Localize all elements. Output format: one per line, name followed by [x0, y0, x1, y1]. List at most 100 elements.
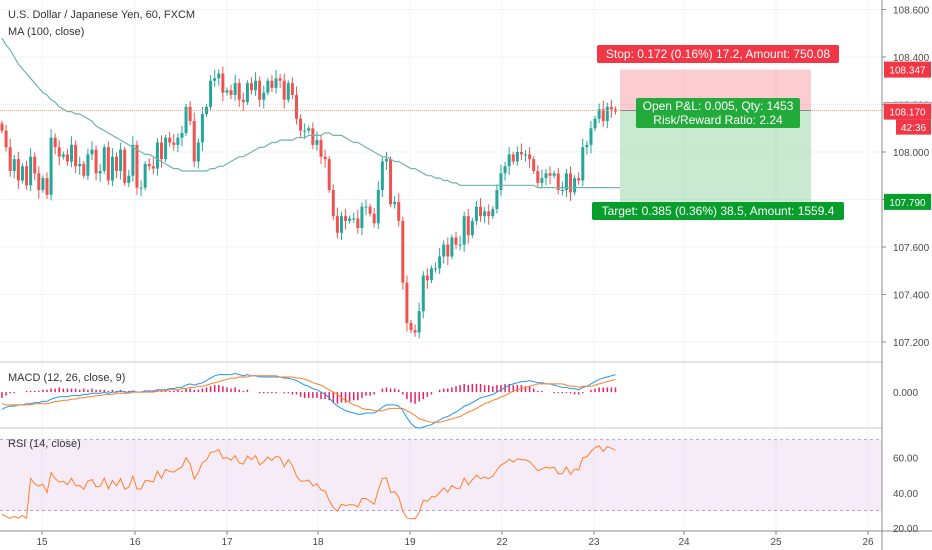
- countdown-text: 42:36: [901, 123, 926, 134]
- candle: [331, 184, 335, 221]
- candle-body: [405, 282, 409, 323]
- candle: [74, 140, 78, 174]
- price-tick-label: 108.000: [893, 148, 930, 159]
- rsi-axis[interactable]: 60.00 40.00 20.00: [893, 453, 918, 535]
- price-grid: [0, 9, 882, 343]
- candle: [225, 87, 229, 96]
- candle-body: [213, 78, 217, 81]
- candle-body: [434, 268, 438, 270]
- candle: [515, 146, 519, 166]
- candle: [573, 175, 577, 196]
- candle-body: [470, 220, 474, 236]
- candle-body: [266, 80, 270, 93]
- candle: [454, 231, 458, 249]
- candle-body: [601, 109, 605, 122]
- candle: [274, 69, 278, 94]
- candle: [33, 152, 37, 181]
- price-badge: 107.790: [884, 193, 931, 210]
- candle-body: [315, 140, 319, 145]
- candle: [155, 138, 159, 176]
- candle: [0, 120, 4, 134]
- candle: [139, 180, 143, 197]
- candle-body: [581, 147, 585, 181]
- candle: [106, 141, 110, 185]
- candle-body: [605, 106, 609, 122]
- candle: [115, 152, 119, 179]
- candle: [405, 275, 409, 332]
- candle: [307, 125, 311, 134]
- candle: [143, 161, 147, 191]
- price-badge-text: 107.790: [889, 198, 926, 209]
- time-axis[interactable]: 15 16 17 18 19 22 23 24 25 26: [36, 531, 874, 548]
- candle-body: [254, 80, 258, 91]
- candle-body: [274, 78, 278, 88]
- candle: [151, 157, 155, 175]
- candle-body: [172, 142, 176, 145]
- candle-body: [335, 216, 339, 233]
- macd-axis[interactable]: 0.000: [893, 388, 918, 399]
- candle: [491, 206, 495, 219]
- candle: [45, 172, 49, 200]
- candlestick-series: [0, 66, 617, 339]
- candle: [102, 144, 106, 174]
- candle: [237, 78, 241, 107]
- macd-legend: MACD (12, 26, close, 9): [8, 372, 125, 384]
- candle: [213, 69, 217, 87]
- candle-body: [401, 220, 405, 283]
- candle-body: [438, 256, 442, 269]
- candle-body: [241, 99, 245, 103]
- candle-body: [233, 83, 237, 95]
- rsi-tick-label: 40.00: [893, 489, 918, 500]
- candle-body: [560, 190, 564, 191]
- candle: [254, 72, 258, 96]
- candle-body: [225, 90, 229, 93]
- rsi-tick-label: 60.00: [893, 453, 918, 464]
- candle: [438, 247, 442, 275]
- candle: [160, 135, 164, 168]
- candle-body: [4, 130, 8, 148]
- candle-body: [200, 114, 204, 143]
- candle-body: [286, 83, 290, 100]
- time-tick-label: 17: [221, 537, 233, 548]
- candle: [389, 156, 393, 208]
- candle-body: [384, 159, 388, 162]
- candle: [57, 140, 61, 166]
- time-tick-label: 26: [862, 537, 874, 548]
- candle: [597, 103, 601, 124]
- candle: [217, 69, 221, 86]
- candle-body: [348, 218, 352, 221]
- candle-body: [115, 156, 119, 171]
- price-tick-label: 107.200: [893, 338, 930, 349]
- candle: [241, 92, 245, 111]
- candle: [168, 132, 172, 147]
- candle-body: [462, 216, 466, 245]
- candle-body: [507, 154, 511, 167]
- candle-body: [364, 206, 368, 208]
- rsi-band: [0, 439, 882, 511]
- candle: [20, 163, 24, 184]
- candle-body: [569, 173, 573, 193]
- candle-body: [393, 201, 397, 205]
- rsi-line: [1, 445, 616, 520]
- candle-body: [168, 137, 172, 143]
- candle: [147, 158, 151, 171]
- candle-body: [282, 80, 286, 100]
- candle: [360, 202, 364, 236]
- candle-body: [573, 178, 577, 193]
- candle: [61, 151, 65, 160]
- candle: [233, 74, 237, 101]
- candle: [110, 148, 114, 187]
- candle: [348, 215, 352, 224]
- candle: [614, 106, 617, 115]
- candle-body: [245, 83, 249, 103]
- candle: [495, 184, 499, 214]
- candle-body: [344, 216, 348, 221]
- candle-body: [102, 147, 106, 171]
- candle: [601, 100, 605, 127]
- candle-body: [188, 106, 192, 122]
- candle-body: [70, 144, 74, 162]
- candle-body: [196, 142, 200, 162]
- candle: [164, 134, 168, 162]
- candle-body: [29, 156, 33, 186]
